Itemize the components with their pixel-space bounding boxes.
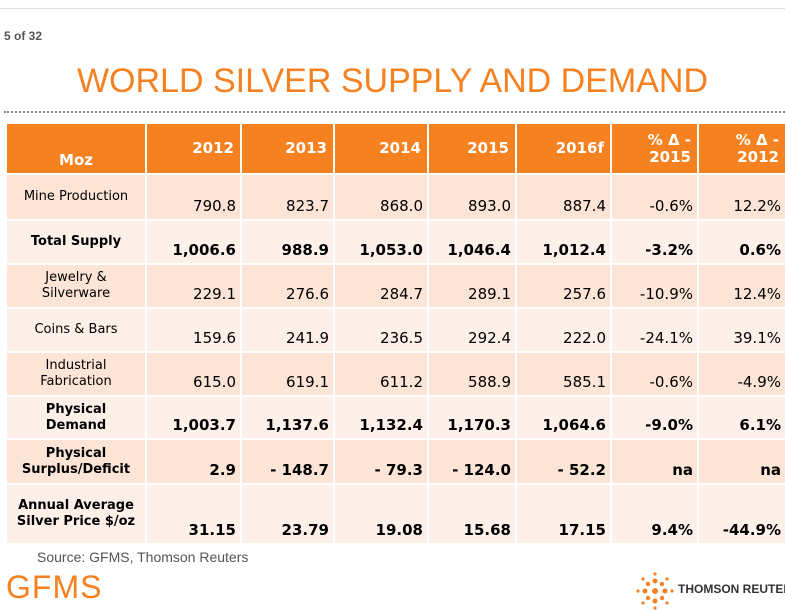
cell: 12.4%	[697, 263, 785, 309]
cell: 0.6%	[697, 219, 785, 265]
cell: -3.2%	[610, 219, 699, 265]
row-label: Total Supply	[5, 219, 147, 265]
cell: na	[610, 438, 699, 485]
cell: 2.9	[145, 438, 242, 485]
cell: -24.1%	[610, 307, 699, 353]
cell: 222.0	[515, 307, 612, 353]
cell: 229.1	[145, 263, 242, 309]
cell: 12.2%	[697, 173, 785, 221]
cell: 1,053.0	[333, 219, 429, 265]
dotted-rule	[4, 111, 785, 113]
cell: - 79.3	[333, 438, 429, 485]
row-label: Mine Production	[5, 173, 147, 221]
row-label: Industrial Fabrication	[5, 351, 147, 397]
column-header: 2016f	[515, 122, 612, 175]
column-header: Moz	[5, 122, 147, 175]
cell: 1,170.3	[427, 395, 517, 440]
table-row: Coins & Bars 159.6 241.9 236.5 292.4 222.0 -24…	[5, 307, 785, 353]
cell: - 52.2	[515, 438, 612, 485]
cell: 9.4%	[610, 483, 699, 545]
cell: 615.0	[145, 351, 242, 397]
cell: 236.5	[333, 307, 429, 353]
row-label: Annual Average Silver Price $/oz	[5, 483, 147, 545]
row-label: Coins & Bars	[5, 307, 147, 353]
cell: 1,064.6	[515, 395, 612, 440]
data-table: Moz 2012 2013 2014 2015 2016f% Δ - 2015% Δ - …	[5, 122, 785, 545]
column-header: 2015	[427, 122, 517, 175]
column-header: 2014	[333, 122, 429, 175]
cell: 611.2	[333, 351, 429, 397]
cell: 988.9	[240, 219, 335, 265]
cell: - 148.7	[240, 438, 335, 485]
header-row: Moz 2012 2013 2014 2015 2016f% Δ - 2015% Δ - …	[5, 122, 785, 175]
logo-left: GFMS	[6, 569, 103, 605]
cell: 1,137.6	[240, 395, 335, 440]
cell: 868.0	[333, 173, 429, 221]
table-row: Industrial Fabrication 615.0 619.1 611.2 588…	[5, 351, 785, 397]
column-header: % Δ - 2015	[610, 122, 699, 175]
cell: na	[697, 438, 785, 485]
column-header: % Δ - 2012	[697, 122, 785, 175]
cell: 893.0	[427, 173, 517, 221]
cell: 23.79	[240, 483, 335, 545]
table-row: Total Supply 1,006.6 988.9 1,053.0 1,046.4 1,…	[5, 219, 785, 265]
cell: 31.15	[145, 483, 242, 545]
cell: -9.0%	[610, 395, 699, 440]
cell: 241.9	[240, 307, 335, 353]
cell: -0.6%	[610, 351, 699, 397]
column-header: 2012	[145, 122, 242, 175]
cell: -10.9%	[610, 263, 699, 309]
cell: 1,003.7	[145, 395, 242, 440]
cell: 1,132.4	[333, 395, 429, 440]
cell: 39.1%	[697, 307, 785, 353]
cell: 823.7	[240, 173, 335, 221]
page-number: 5 of 32	[4, 29, 43, 43]
logo-right: THOMSON REUTERS	[678, 582, 785, 596]
cell: 588.9	[427, 351, 517, 397]
cell: 1,012.4	[515, 219, 612, 265]
title: WORLD SILVER SUPPLY AND DEMAND	[76, 62, 709, 100]
cell: 284.7	[333, 263, 429, 309]
table-row: Mine Production 790.8 823.7 868.0 893.0 887.4…	[5, 173, 785, 221]
cell: 257.6	[515, 263, 612, 309]
reuters-icon	[636, 572, 674, 610]
cell: 17.15	[515, 483, 612, 545]
cell: 159.6	[145, 307, 242, 353]
table-row: Physical Surplus/Deficit 2.9- 148.7- 79.3…	[5, 438, 785, 485]
cell: 790.8	[145, 173, 242, 221]
cell: 1,006.6	[145, 219, 242, 265]
cell: -44.9%	[697, 483, 785, 545]
row-label: Jewelry & Silverware	[5, 263, 147, 309]
cell: - 124.0	[427, 438, 517, 485]
cell: 619.1	[240, 351, 335, 397]
source: Source: GFMS, Thomson Reuters	[37, 549, 249, 565]
cell: 585.1	[515, 351, 612, 397]
cell: 276.6	[240, 263, 335, 309]
row-label: Physical Demand	[5, 395, 147, 440]
table-row: Jewelry & Silverware 229.1 276.6 284.7 289.1…	[5, 263, 785, 309]
cell: 289.1	[427, 263, 517, 309]
row-label: Physical Surplus/Deficit	[5, 438, 147, 485]
column-header: 2013	[240, 122, 335, 175]
cell: -4.9%	[697, 351, 785, 397]
top-rule	[0, 8, 785, 9]
cell: 6.1%	[697, 395, 785, 440]
cell: 292.4	[427, 307, 517, 353]
cell: 19.08	[333, 483, 429, 545]
cell: 1,046.4	[427, 219, 517, 265]
table-row: Physical Demand 1,003.7 1,137.6 1,132.4 1,17…	[5, 395, 785, 440]
cell: 887.4	[515, 173, 612, 221]
cell: 15.68	[427, 483, 517, 545]
table-row: Annual Average Silver Price $/oz 31.15 23.…	[5, 483, 785, 545]
cell: -0.6%	[610, 173, 699, 221]
